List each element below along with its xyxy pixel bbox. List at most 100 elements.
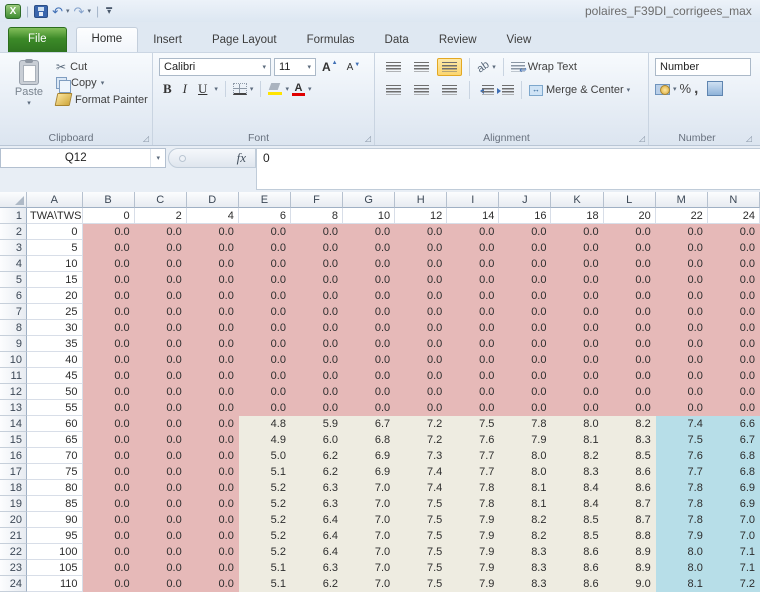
cell-K19[interactable]: 8.4	[551, 496, 604, 512]
cell-N3[interactable]: 0.0	[707, 240, 760, 256]
cell-L3[interactable]: 0.0	[603, 240, 656, 256]
accounting-format-icon[interactable]	[655, 83, 670, 95]
cell-H6[interactable]: 0.0	[395, 288, 448, 304]
cell-M18[interactable]: 7.8	[655, 480, 708, 496]
cell-E1[interactable]: 6	[238, 208, 291, 224]
cell-B21[interactable]: 0.0	[82, 528, 135, 544]
cell-I22[interactable]: 7.9	[447, 544, 500, 560]
cell-L17[interactable]: 8.6	[603, 464, 656, 480]
cell-K20[interactable]: 8.5	[551, 512, 604, 528]
cell-E22[interactable]: 5.2	[238, 544, 291, 560]
cell-H3[interactable]: 0.0	[395, 240, 448, 256]
cell-G21[interactable]: 7.0	[343, 528, 396, 544]
cell-G15[interactable]: 6.8	[343, 432, 396, 448]
cell-M8[interactable]: 0.0	[655, 320, 708, 336]
cell-H4[interactable]: 0.0	[395, 256, 448, 272]
paste-button[interactable]: Paste ▾	[6, 58, 52, 129]
cell-H21[interactable]: 7.5	[395, 528, 448, 544]
cell-B6[interactable]: 0.0	[82, 288, 135, 304]
align-right-button[interactable]	[437, 81, 462, 99]
font-color-dropdown-icon[interactable]: ▾	[307, 86, 312, 93]
cell-M4[interactable]: 0.0	[655, 256, 708, 272]
cell-K24[interactable]: 8.6	[551, 576, 604, 592]
cell-C17[interactable]: 0.0	[134, 464, 187, 480]
cell-I13[interactable]: 0.0	[447, 400, 500, 416]
cell-E20[interactable]: 5.2	[238, 512, 291, 528]
cell-J6[interactable]: 0.0	[499, 288, 552, 304]
column-header-H[interactable]: H	[395, 192, 448, 208]
cell-G19[interactable]: 7.0	[343, 496, 396, 512]
font-dialog-launcher-icon[interactable]: ◿	[364, 134, 371, 143]
row-header-4[interactable]: 4	[0, 256, 27, 272]
italic-button[interactable]: I	[182, 81, 188, 96]
cell-L22[interactable]: 8.9	[603, 544, 656, 560]
cell-M22[interactable]: 8.0	[655, 544, 708, 560]
cell-C16[interactable]: 0.0	[134, 448, 187, 464]
cell-H20[interactable]: 7.5	[395, 512, 448, 528]
cell-M14[interactable]: 7.4	[655, 416, 708, 432]
cell-M17[interactable]: 7.7	[655, 464, 708, 480]
cell-E17[interactable]: 5.1	[238, 464, 291, 480]
cell-G12[interactable]: 0.0	[343, 384, 396, 400]
formula-input[interactable]: 0	[256, 148, 760, 190]
cell-M15[interactable]: 7.5	[655, 432, 708, 448]
row-header-16[interactable]: 16	[0, 448, 27, 464]
tab-insert[interactable]: Insert	[153, 34, 182, 46]
cell-A10[interactable]: 40	[26, 352, 83, 368]
cell-D15[interactable]: 0.0	[186, 432, 239, 448]
tab-formulas[interactable]: Formulas	[306, 34, 355, 46]
cell-L4[interactable]: 0.0	[603, 256, 656, 272]
cell-N8[interactable]: 0.0	[707, 320, 760, 336]
cell-B15[interactable]: 0.0	[82, 432, 135, 448]
cell-L1[interactable]: 20	[603, 208, 656, 224]
fill-color-icon[interactable]	[268, 83, 283, 95]
cell-A14[interactable]: 60	[26, 416, 83, 432]
cell-L18[interactable]: 8.6	[603, 480, 656, 496]
row-header-19[interactable]: 19	[0, 496, 27, 512]
cell-H18[interactable]: 7.4	[395, 480, 448, 496]
number-format-select[interactable]: Number	[655, 58, 751, 76]
row-header-22[interactable]: 22	[0, 544, 27, 560]
column-header-E[interactable]: E	[238, 192, 291, 208]
alignment-dialog-launcher-icon[interactable]: ◿	[638, 134, 645, 143]
tab-home[interactable]: Home	[75, 27, 139, 52]
cell-J22[interactable]: 8.3	[499, 544, 552, 560]
cell-J16[interactable]: 8.0	[499, 448, 552, 464]
cell-M23[interactable]: 8.0	[655, 560, 708, 576]
align-top-button[interactable]	[381, 58, 406, 76]
cell-G8[interactable]: 0.0	[343, 320, 396, 336]
cell-J20[interactable]: 8.2	[499, 512, 552, 528]
cell-G5[interactable]: 0.0	[343, 272, 396, 288]
name-box-dropdown-icon[interactable]: ▾	[150, 149, 165, 167]
cell-C15[interactable]: 0.0	[134, 432, 187, 448]
cell-I14[interactable]: 7.5	[447, 416, 500, 432]
cell-C9[interactable]: 0.0	[134, 336, 187, 352]
cell-K15[interactable]: 8.1	[551, 432, 604, 448]
cell-F6[interactable]: 0.0	[290, 288, 344, 304]
underline-dropdown-icon[interactable]: ▾	[214, 86, 218, 93]
cell-J14[interactable]: 7.8	[499, 416, 552, 432]
cell-I21[interactable]: 7.9	[447, 528, 500, 544]
copy-button[interactable]: Copy ▾	[56, 77, 148, 93]
row-header-5[interactable]: 5	[0, 272, 27, 288]
column-header-F[interactable]: F	[290, 192, 344, 208]
column-header-L[interactable]: L	[603, 192, 656, 208]
cell-G4[interactable]: 0.0	[343, 256, 396, 272]
cell-M24[interactable]: 8.1	[655, 576, 708, 592]
cell-I20[interactable]: 7.9	[447, 512, 500, 528]
cell-I5[interactable]: 0.0	[447, 272, 500, 288]
cell-H9[interactable]: 0.0	[395, 336, 448, 352]
insert-function-icon[interactable]: fx	[236, 150, 246, 165]
cell-F20[interactable]: 6.4	[290, 512, 344, 528]
cell-J3[interactable]: 0.0	[499, 240, 552, 256]
cell-N15[interactable]: 6.7	[707, 432, 760, 448]
cell-A13[interactable]: 55	[26, 400, 83, 416]
tab-page-layout[interactable]: Page Layout	[211, 34, 277, 46]
copy-dropdown-icon[interactable]: ▾	[100, 80, 105, 87]
clipboard-dialog-launcher-icon[interactable]: ◿	[142, 134, 149, 143]
cell-D21[interactable]: 0.0	[186, 528, 239, 544]
cell-N9[interactable]: 0.0	[707, 336, 760, 352]
cell-D10[interactable]: 0.0	[186, 352, 239, 368]
row-header-2[interactable]: 2	[0, 224, 27, 240]
row-header-15[interactable]: 15	[0, 432, 27, 448]
